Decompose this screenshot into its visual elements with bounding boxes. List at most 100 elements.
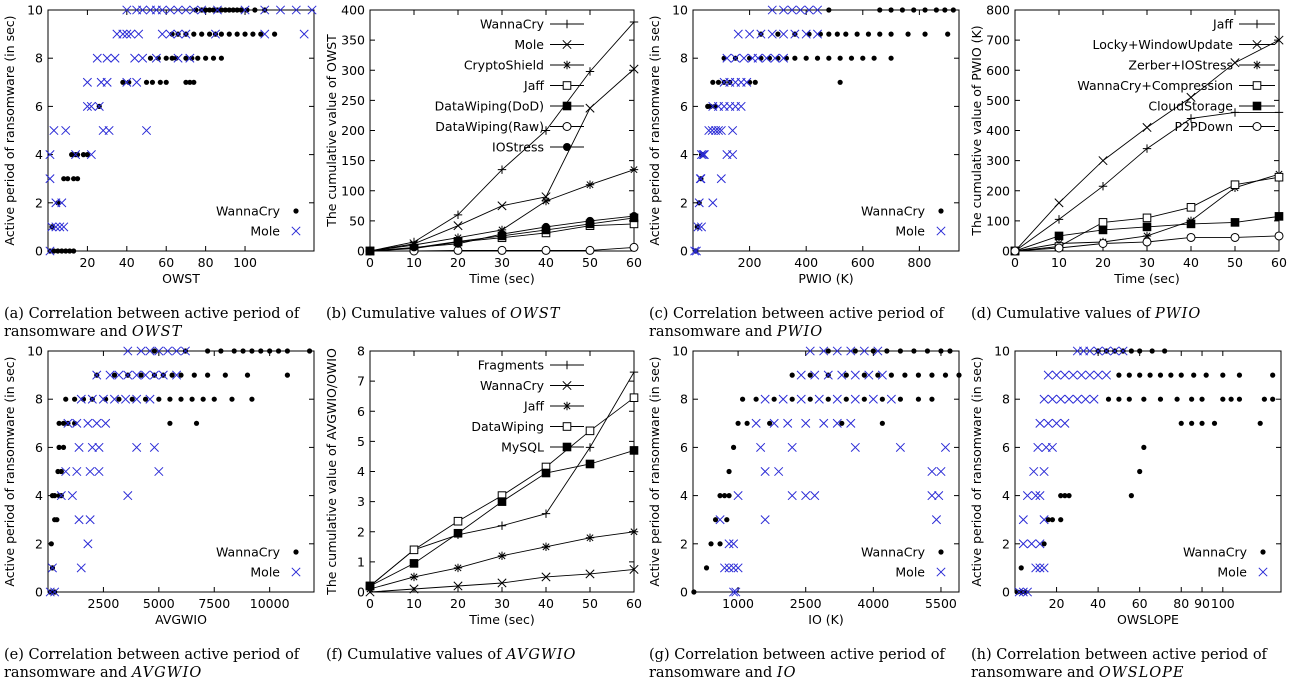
point-h-0-40-shape: [1203, 372, 1209, 378]
point-h-0-7: [1058, 517, 1064, 523]
xtick-label-f-2: 20: [450, 596, 466, 611]
legend-label-h-0: WannaCry: [1183, 545, 1248, 560]
point-b-1-5: [585, 103, 595, 113]
point-e-0-14-shape: [56, 420, 62, 426]
point-f-3-1-shape: [409, 545, 419, 555]
point-e-1-12: [85, 466, 95, 477]
caption-a-text: (a) Correlation between active period of…: [4, 306, 300, 340]
point-g-1-22: [787, 442, 797, 452]
point-e-0-57-shape: [267, 348, 273, 354]
point-e-1-45: [163, 346, 173, 356]
legend-marker-h-0-shape: [1260, 549, 1266, 555]
point-h-0-26-shape: [1199, 396, 1205, 402]
point-f-3-2: [453, 516, 463, 526]
point-e-0-46-shape: [222, 372, 228, 378]
point-a-1-11: [49, 125, 59, 136]
point-d-5-4-shape: [1186, 232, 1196, 242]
point-e-1-45-shape: [163, 346, 173, 356]
ytick-label-b-5: 250: [341, 93, 365, 108]
point-g-0-0-shape: [691, 589, 697, 595]
point-e-1-3-shape: [76, 563, 86, 573]
point-c-1-8: [716, 174, 726, 184]
point-a-1-46: [138, 5, 148, 15]
point-e-0-43-shape: [178, 372, 184, 378]
point-c-0-50-shape: [899, 7, 906, 13]
yaxis-label-a: Active period of ransomware (in sec): [2, 15, 17, 245]
point-h-0-11-shape: [1128, 493, 1134, 499]
ytick-label-b-0: 0: [357, 244, 365, 259]
point-d-0-3-shape: [1142, 144, 1152, 153]
point-a-1-43: [299, 29, 309, 39]
ytick-label-d-3: 300: [986, 153, 1010, 168]
legend-marker-a-1: [291, 226, 301, 236]
point-c-0-29: [860, 55, 866, 61]
point-f-0-6-shape: [629, 367, 639, 377]
xtick-label-e-2: 7500: [198, 596, 230, 611]
point-c-1-46: [812, 29, 823, 39]
ytick-label-e-5: 10: [27, 344, 43, 359]
point-g-1-18-shape: [774, 466, 784, 477]
point-h-0-39-shape: [1191, 372, 1197, 378]
point-f-4-5-shape: [585, 459, 595, 469]
point-c-0-27: [837, 55, 843, 61]
point-a-0-28: [147, 55, 154, 61]
point-h-1-18-shape: [1047, 442, 1057, 452]
point-g-0-40: [825, 348, 831, 354]
point-a-1-55-shape: [212, 5, 223, 15]
point-c-1-17-shape: [713, 125, 724, 136]
point-g-1-31-shape: [832, 418, 842, 428]
point-h-0-5-shape: [1045, 517, 1051, 523]
point-a-0-21-shape: [143, 79, 150, 85]
xtick-label-h-3: 80: [1173, 596, 1189, 611]
point-a-0-17: [84, 152, 91, 158]
point-c-0-45: [922, 31, 928, 37]
caption-d: (d) Cumulative values of PWIO: [971, 305, 1285, 323]
point-e-1-34: [114, 370, 124, 380]
point-h-0-16: [1199, 420, 1205, 426]
point-a-1-4: [59, 222, 69, 232]
legend-label-f-4: MySQL: [501, 440, 544, 455]
point-a-1-53-shape: [189, 5, 199, 15]
point-e-0-47: [244, 372, 251, 378]
point-b-5-4: [541, 245, 551, 255]
point-h-0-9-shape: [1062, 493, 1068, 499]
point-g-0-2-shape: [708, 541, 714, 547]
point-g-0-32: [861, 372, 867, 378]
point-f-1-1-shape: [409, 584, 419, 594]
legend-marker-d-4-shape: [1252, 101, 1262, 111]
point-e-0-33-shape: [211, 396, 217, 402]
point-a-1-44: [122, 5, 132, 15]
point-e-1-38: [149, 370, 159, 380]
point-a-1-3-shape: [55, 222, 65, 232]
point-a-0-56: [206, 7, 213, 13]
point-d-0-5-shape: [1230, 108, 1240, 117]
point-c-1-49: [787, 5, 797, 15]
legend-label-b-2: CryptoShield: [464, 58, 544, 73]
point-h-0-29: [1236, 396, 1243, 402]
panel-h: 0 2 4 6 8 10 20 40 60 80 90 100 OWSLOPE Active period…: [967, 341, 1289, 682]
point-h-1-16-shape: [1033, 442, 1043, 452]
point-h-0-25-shape: [1189, 396, 1195, 402]
point-c-1-30: [742, 77, 752, 87]
point-e-1-0: [45, 587, 55, 597]
point-g-0-39: [956, 372, 962, 378]
point-h-0-14-shape: [1178, 420, 1184, 426]
ytick-label-d-8: 800: [986, 3, 1010, 18]
point-h-1-30: [1043, 370, 1053, 380]
point-a-0-36: [203, 55, 209, 61]
point-g-0-47: [938, 348, 944, 354]
point-a-0-49-shape: [242, 31, 248, 37]
point-e-1-14-shape: [154, 466, 164, 477]
caption-g-math: IO: [776, 665, 797, 681]
point-g-0-23-shape: [861, 396, 867, 402]
point-d-5-1: [1054, 243, 1064, 253]
point-c-1-30-shape: [742, 77, 752, 87]
point-a-1-9: [71, 150, 81, 160]
point-h-1-8: [1035, 539, 1045, 549]
point-h-1-2-shape: [1022, 587, 1033, 597]
point-h-1-14: [1029, 466, 1039, 477]
point-f-2-5-shape: [585, 533, 595, 542]
point-e-1-35: [123, 370, 133, 380]
point-e-1-16: [87, 442, 97, 452]
xaxis-label-e: AVGWIO: [155, 612, 207, 627]
